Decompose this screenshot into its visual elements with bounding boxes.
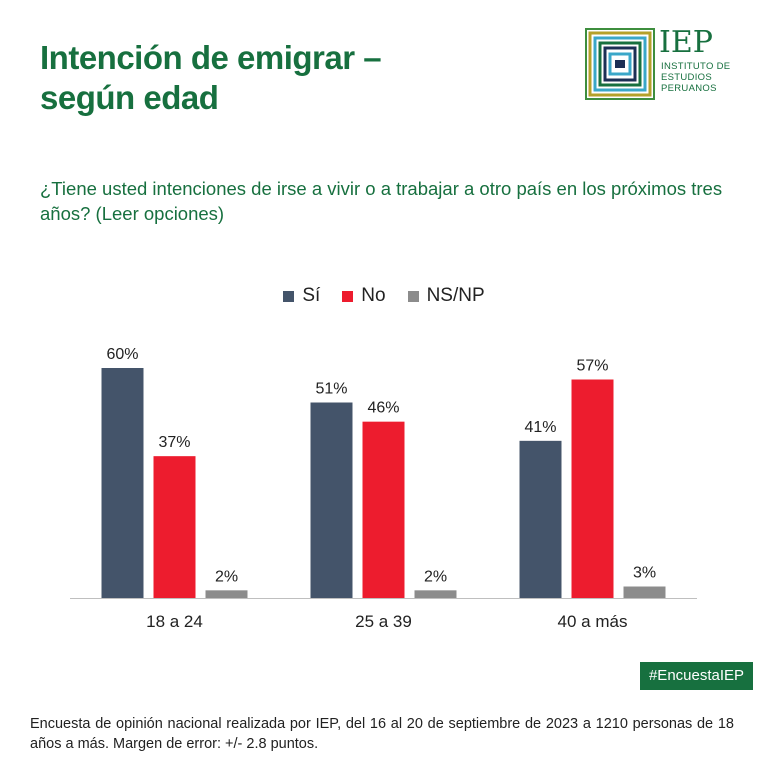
bar-si-3 [519,440,562,598]
data-label-si-1: 60% [106,346,138,363]
page-title-line1: Intención de emigrar – [40,39,382,76]
legend-label-nsnp: NS/NP [426,285,485,306]
legend-swatch-si [283,290,295,302]
legend-item-no: No [342,285,386,307]
data-label-si-2: 51% [315,381,347,398]
iep-logo-icon [585,28,655,100]
data-label-no-1: 37% [158,434,190,451]
page-title-line2: según edad [40,79,219,116]
page-title: Intención de emigrar – según edad [40,38,520,118]
legend-item-si: Sí [283,285,320,307]
data-label-no-3: 57% [576,358,608,375]
logo-subtitle: INSTITUTO DE ESTUDIOS PERUANOS [661,61,731,94]
data-label-si-3: 41% [524,419,556,436]
bar-si-2 [310,402,353,598]
survey-footnote: Encuesta de opinión nacional realizada p… [30,716,734,752]
data-label-no-2: 46% [367,400,399,417]
category-label-3: 40 a más [558,612,628,631]
bar-nsnp-1 [205,590,248,598]
chart-legend: Sí No NS/NP [0,285,768,307]
logo-name: IEP [659,25,713,60]
bar-no-1 [153,456,196,598]
legend-swatch-no [342,290,354,302]
data-label-nsnp-1: 2% [215,568,238,585]
legend-label-si: Sí [302,285,321,306]
survey-question: ¿Tiene usted intenciones de irse a vivir… [40,178,723,224]
bar-nsnp-2 [414,590,457,598]
legend-label-no: No [361,285,386,306]
bar-no-2 [362,421,405,598]
iep-logo: IEP INSTITUTO DE ESTUDIOS PERUANOS [585,25,745,100]
data-label-nsnp-3: 3% [633,565,656,582]
bar-si-1 [101,368,144,598]
data-label-nsnp-2: 2% [424,568,447,585]
bar-nsnp-3 [623,586,666,598]
legend-swatch-nsnp [407,290,419,302]
category-label-1: 18 a 24 [146,612,203,631]
category-label-2: 25 a 39 [355,612,412,631]
legend-item-nsnp: NS/NP [407,285,485,307]
hashtag-badge: #EncuestaIEP [640,662,753,690]
bar-no-3 [571,379,614,598]
